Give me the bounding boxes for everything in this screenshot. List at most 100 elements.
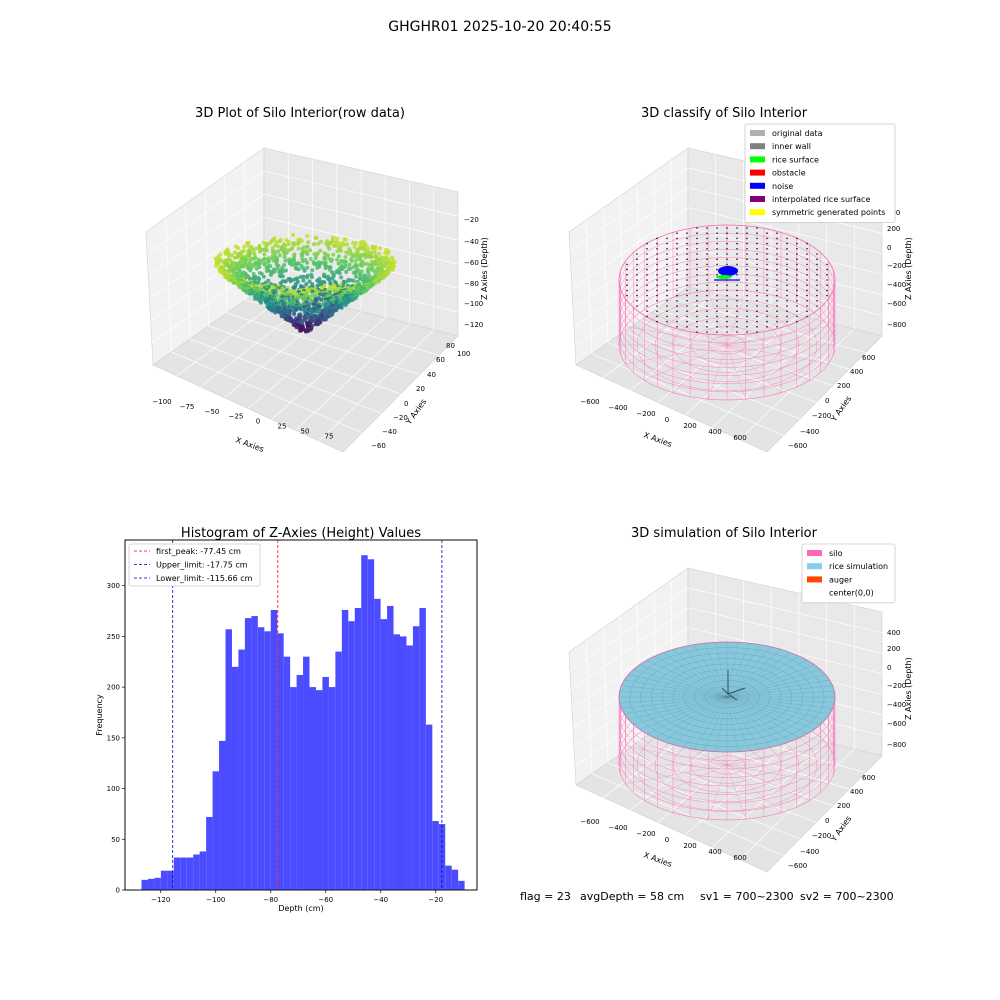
interpolated-point xyxy=(636,279,638,281)
interpolated-point xyxy=(726,294,728,297)
histogram-bar xyxy=(322,676,329,890)
raw-data-point xyxy=(300,253,304,258)
interpolated-point xyxy=(806,242,808,245)
raw-data-point xyxy=(342,280,347,285)
raw-data-point xyxy=(353,271,358,275)
rice-mesh-spoke xyxy=(672,649,728,698)
grid-line xyxy=(603,293,716,378)
legend-label: Upper_limit: -17.75 cm xyxy=(156,561,248,570)
interpolated-point xyxy=(716,263,718,266)
raw-data-point xyxy=(259,284,264,288)
z-tick: −400 xyxy=(887,281,906,289)
interpolated-point xyxy=(706,274,708,276)
histogram-bar xyxy=(412,626,420,890)
silo-floor-spoke xyxy=(708,290,728,346)
silo-floor-spoke xyxy=(726,764,829,784)
interpolated-point xyxy=(816,289,818,292)
interpolated-point xyxy=(716,310,718,313)
raw-data-point xyxy=(345,279,350,283)
interpolated-point xyxy=(736,300,738,302)
raw-y-tick: 40 xyxy=(427,371,436,379)
silo-floor-spoke xyxy=(726,764,810,801)
interpolated-point xyxy=(816,284,818,287)
raw-y-tick: −20 xyxy=(393,414,408,422)
interpolated-point xyxy=(656,320,658,323)
interpolated-point xyxy=(656,284,658,287)
flag-text: flag = 23 xyxy=(520,890,571,903)
raw-data-point xyxy=(327,267,332,272)
interpolated-point xyxy=(756,232,758,234)
raw-data-point xyxy=(351,278,356,283)
legend-swatch xyxy=(807,576,822,583)
raw-data-point xyxy=(339,275,344,280)
interpolated-point xyxy=(696,227,698,229)
rice-mesh-spoke xyxy=(726,696,808,734)
histogram-x-axis-label: Depth (cm) xyxy=(278,904,323,913)
interpolated-point xyxy=(806,289,808,292)
raw-data-point xyxy=(358,291,363,296)
interpolated-point xyxy=(806,274,808,276)
interpolated-point xyxy=(796,248,798,250)
interpolated-point xyxy=(746,242,748,245)
histogram-bar xyxy=(270,610,278,890)
interpolated-point xyxy=(716,294,718,297)
raw-data-point xyxy=(292,258,296,263)
raw-x-tick: 25 xyxy=(278,423,287,431)
interpolated-point xyxy=(746,279,748,281)
legend-swatch xyxy=(750,196,765,202)
raw-data-point xyxy=(268,264,273,269)
interpolated-point xyxy=(806,294,808,297)
interpolated-point xyxy=(706,310,708,313)
silo-floor-spoke xyxy=(625,344,728,364)
raw-data-point xyxy=(383,251,388,256)
raw-y-tick: 20 xyxy=(416,385,425,393)
interpolated-point xyxy=(796,258,798,261)
interpolated-point xyxy=(696,315,698,318)
interpolated-point xyxy=(706,253,708,255)
raw-z-tick: −80 xyxy=(464,280,479,288)
interpolated-point xyxy=(786,305,788,307)
raw-data-point xyxy=(282,279,287,284)
interpolated-point xyxy=(746,300,748,302)
histogram-y-tick: 0 xyxy=(116,887,120,895)
interpolated-point xyxy=(756,242,758,245)
interpolated-point xyxy=(746,227,748,229)
raw-data-point xyxy=(298,275,303,279)
interpolated-point xyxy=(746,289,748,292)
interpolated-point xyxy=(706,263,708,266)
raw-data-point xyxy=(273,243,278,248)
interpolated-point xyxy=(626,279,628,281)
grid-line xyxy=(607,342,800,420)
histogram-bar xyxy=(257,627,265,890)
interpolated-point xyxy=(776,279,778,281)
rice-mesh-spoke xyxy=(693,644,728,698)
raw-data-point xyxy=(334,236,339,241)
interpolated-point xyxy=(756,237,758,240)
interpolated-point xyxy=(636,294,638,297)
interpolated-point xyxy=(816,274,818,276)
silo-floor-spoke xyxy=(672,764,728,813)
interpolated-point xyxy=(706,248,708,250)
classify-plot-title: 3D classify of Silo Interior xyxy=(641,106,808,121)
rice-mesh-spoke xyxy=(619,691,728,698)
x-tick: −400 xyxy=(608,404,627,412)
interpolated-point xyxy=(686,284,688,287)
histogram-bar xyxy=(393,634,400,890)
raw-data-point xyxy=(354,258,358,263)
grid-line xyxy=(319,329,434,442)
rice-mesh-spoke xyxy=(726,679,830,698)
rice-mesh-spoke xyxy=(682,646,728,698)
raw-data-point xyxy=(352,264,356,269)
interpolated-point xyxy=(696,253,698,255)
y-tick: −400 xyxy=(800,428,819,436)
interpolated-point xyxy=(776,263,778,266)
silo-floor-spoke xyxy=(625,764,728,784)
interpolated-point xyxy=(706,294,708,297)
y-tick: −600 xyxy=(788,862,807,870)
interpolated-point xyxy=(776,258,778,261)
legend-swatch xyxy=(750,182,765,189)
interpolated-point xyxy=(646,315,648,318)
interpolated-point xyxy=(746,258,748,261)
grid-line xyxy=(263,170,459,217)
interpolated-point xyxy=(776,253,778,255)
